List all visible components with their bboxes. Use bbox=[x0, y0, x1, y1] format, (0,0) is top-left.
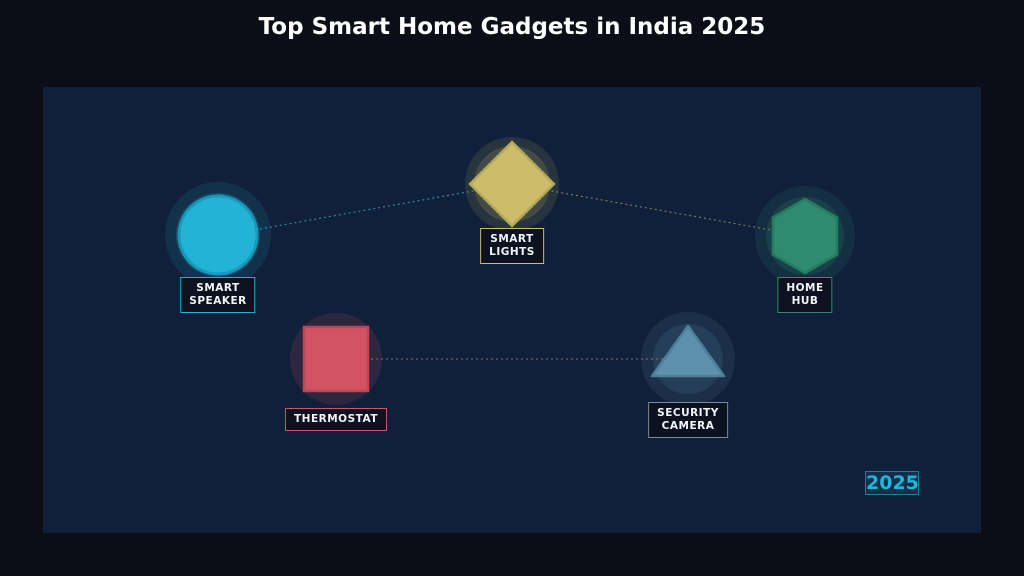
speaker-circle-icon bbox=[177, 194, 259, 276]
node-home-hub[interactable] bbox=[755, 186, 855, 286]
node-security-camera[interactable] bbox=[641, 312, 735, 406]
hub-hexagon-icon bbox=[771, 197, 839, 275]
node-thermostat[interactable] bbox=[290, 313, 382, 405]
thermostat-square-icon bbox=[302, 325, 370, 393]
page-title: Top Smart Home Gadgets in India 2025 bbox=[258, 14, 766, 40]
camera-triangle-icon bbox=[650, 324, 726, 378]
node-smart-lights[interactable] bbox=[465, 137, 559, 231]
year-badge: 2025 bbox=[865, 471, 919, 495]
node-security-camera-label: SECURITY CAMERA bbox=[648, 402, 728, 438]
node-thermostat-label: THERMOSTAT bbox=[285, 408, 387, 431]
node-smart-lights-label: SMART LIGHTS bbox=[480, 228, 544, 264]
node-smart-speaker[interactable] bbox=[165, 182, 271, 288]
node-home-hub-label: HOME HUB bbox=[777, 277, 833, 313]
node-smart-speaker-label: SMART SPEAKER bbox=[180, 277, 256, 313]
lights-diamond-icon bbox=[468, 140, 556, 228]
